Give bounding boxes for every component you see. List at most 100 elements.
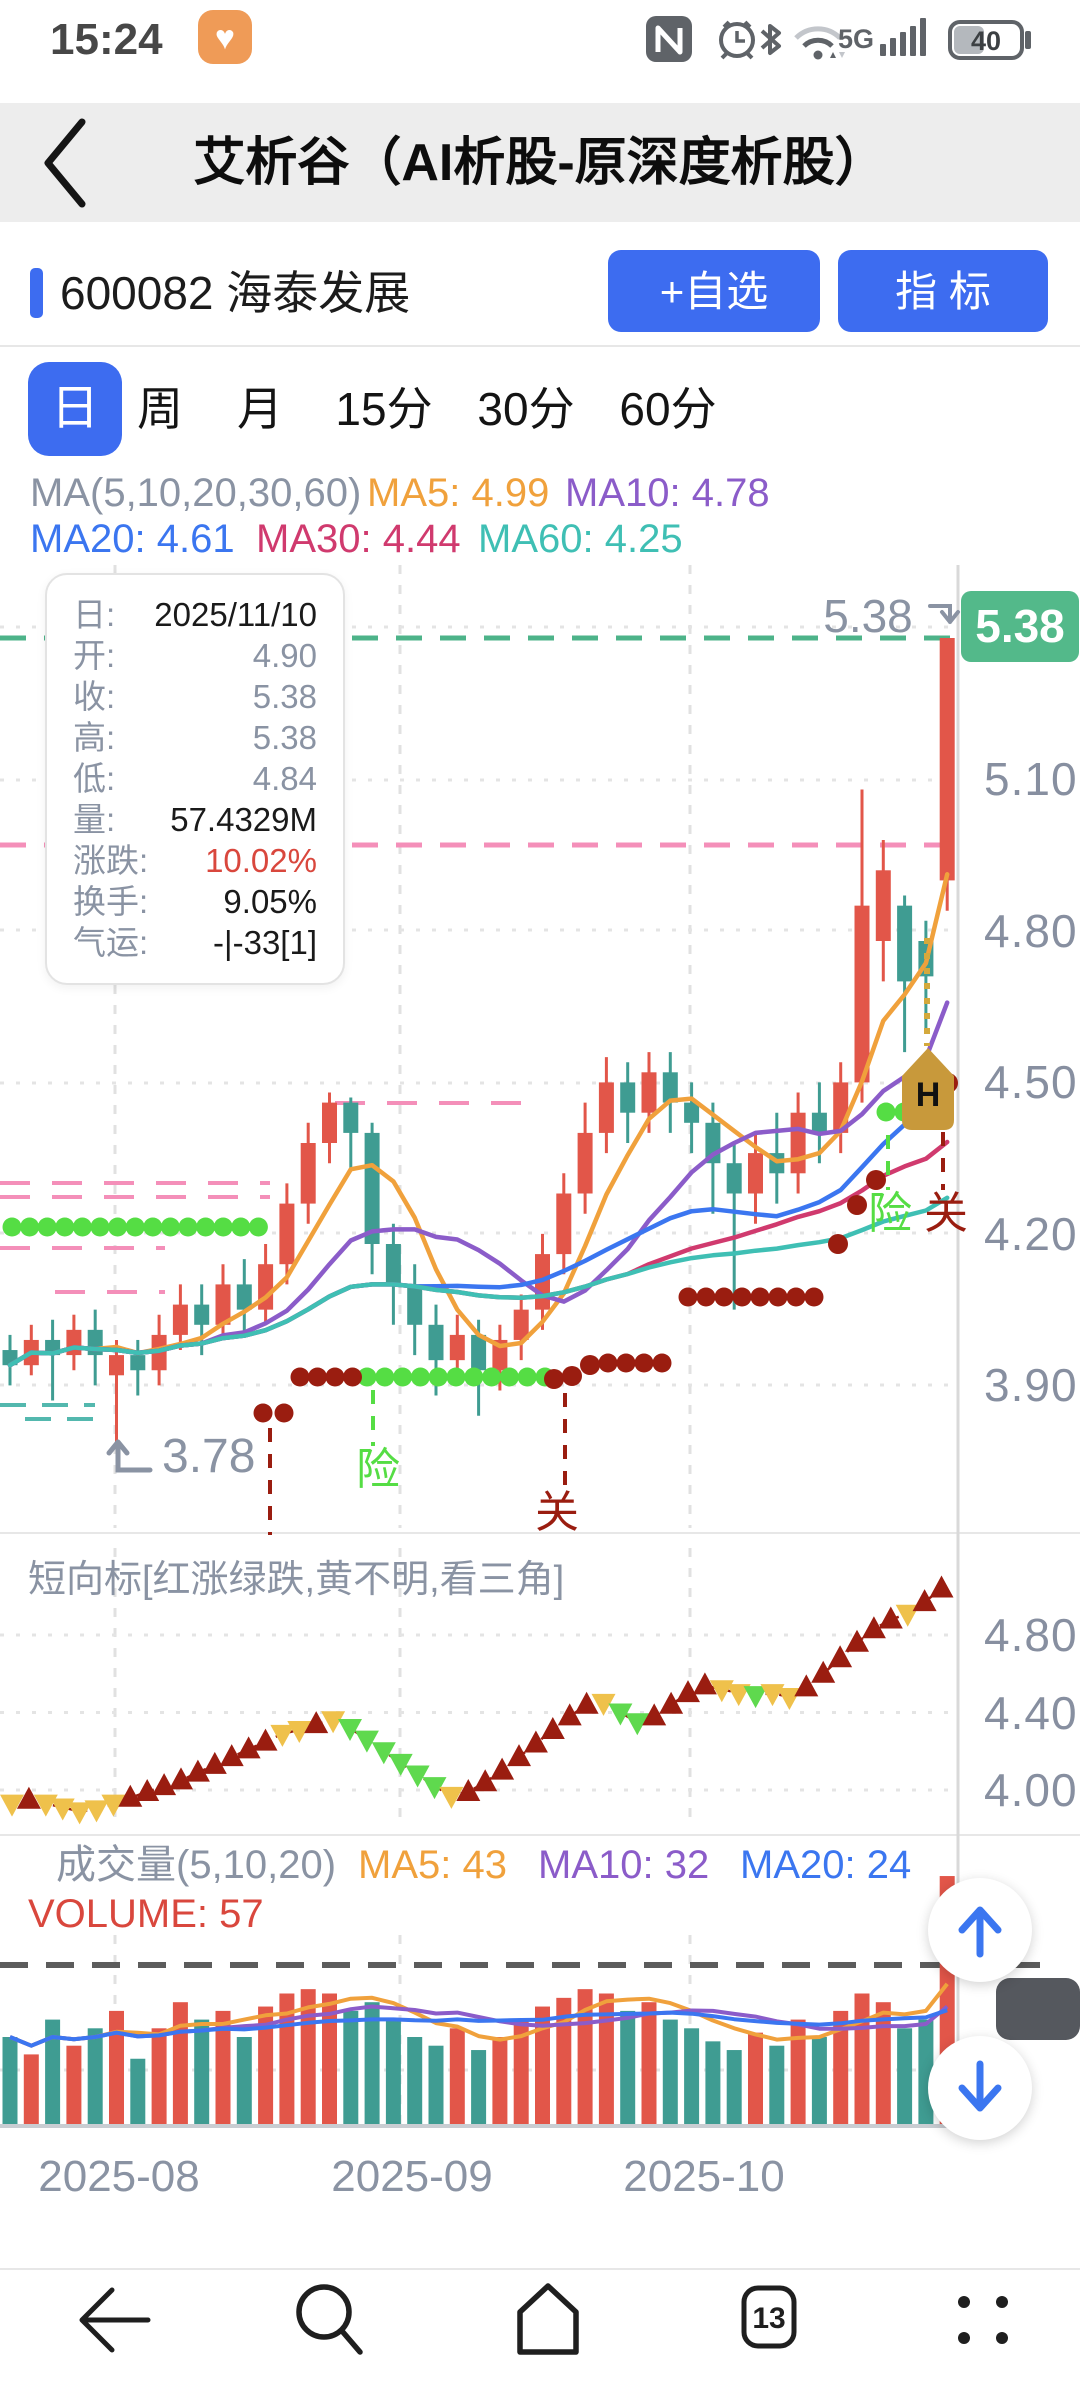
info-label: 开: — [73, 637, 116, 674]
heart-app-icon: ♥ — [198, 10, 252, 64]
arrow-down-icon — [958, 2060, 1002, 2112]
info-row: 量: 57.4329M — [73, 800, 317, 840]
legend-title: MA(5,10,20,30,60) — [30, 471, 362, 515]
x-axis-label: 2025-08 — [38, 2152, 200, 2201]
tab-30分[interactable]: 30分 — [477, 383, 575, 435]
nav-search-icon[interactable] — [296, 2284, 363, 2355]
info-value: -|-33[1] — [213, 924, 317, 961]
legend-item: MA60: 4.25 — [478, 517, 683, 561]
svg-text:3.78: 3.78 — [162, 1430, 255, 1483]
info-value: 4.90 — [252, 637, 317, 674]
status-icons: 5G 40 — [646, 16, 1031, 62]
legend-item: MA10: 4.78 — [565, 471, 770, 515]
tab-15分[interactable]: 15分 — [335, 383, 433, 435]
y-axis-label: 4.00 — [984, 1764, 1078, 1816]
alarm-icon — [719, 20, 755, 60]
bluetooth-icon — [760, 24, 781, 55]
x-axis-label: 2025-10 — [623, 2152, 785, 2201]
y-axis-label: 4.40 — [984, 1686, 1078, 1739]
divider — [0, 345, 1080, 347]
legend-item: MA5: 4.99 — [367, 471, 550, 515]
current-price-badge: 5.38 — [961, 591, 1079, 662]
status-time: 15:24 — [50, 15, 163, 64]
info-label: 气运: — [73, 924, 149, 961]
info-label: 涨跌: — [73, 842, 149, 879]
info-value: 5.38 — [252, 719, 317, 756]
ohlc-tooltip-box: 日: 2025/11/10 开: 4.90 收: 5.38 高: 5.38 低: 4.84 量: 57… — [45, 573, 345, 985]
stock-code-name: 600082 海泰发展 — [60, 267, 411, 319]
info-value: 9.05% — [223, 883, 317, 920]
legend-item: MA30: 4.44 — [256, 517, 461, 561]
nav-bar: 13 — [79, 2283, 1008, 2355]
y-axis-label: 4.80 — [984, 1609, 1078, 1661]
legend-item: MA20: 4.61 — [30, 517, 235, 561]
legend-item: MA20: 24 — [740, 1843, 912, 1887]
info-row: 日: 2025/11/10 — [73, 595, 317, 635]
page-title: 艾析谷（AI析股-原深度析股） — [193, 134, 887, 192]
tab-60分[interactable]: 60分 — [619, 383, 717, 435]
short-indicator-title: 短向标[红涨绿跌,黄不明,看三角] — [28, 1559, 565, 1601]
info-value: 2025/11/10 — [154, 596, 317, 633]
wifi-icon — [794, 26, 845, 60]
x-axis-label: 2025-09 — [331, 2152, 493, 2201]
nav-tabs-icon[interactable]: 13 — [741, 2285, 797, 2349]
info-label: 高: — [73, 719, 116, 756]
y-axis-label: 3.90 — [984, 1359, 1078, 1412]
svg-text:关: 关 — [924, 1189, 968, 1238]
volume-value-label: VOLUME: 57 — [28, 1892, 264, 1936]
ma-legend-row2: MA20: 4.61 MA30: 4.44 MA60: 4.25 — [0, 516, 1080, 562]
battery-level: 40 — [971, 26, 1001, 56]
app-header — [0, 103, 1080, 222]
indicator-button[interactable]: 指 标 — [838, 250, 1048, 332]
add-watchlist-button[interactable]: +自选 — [608, 250, 820, 332]
tab-月[interactable]: 月 — [237, 383, 283, 435]
svg-text:险: 险 — [868, 1189, 912, 1238]
svg-text:5.38: 5.38 — [823, 590, 913, 642]
signal-bars-icon — [880, 18, 926, 56]
info-row: 收: 5.38 — [73, 677, 317, 717]
info-row: 气运: -|-33[1] — [73, 923, 317, 963]
y-axis-label: 5.10 — [984, 753, 1078, 806]
arrow-up-icon — [958, 1906, 1002, 1958]
back-chevron-icon[interactable] — [20, 110, 120, 216]
info-row: 开: 4.90 — [73, 636, 317, 676]
y-axis-label: 4.20 — [984, 1207, 1078, 1260]
info-row: 低: 4.84 — [73, 759, 317, 799]
info-value: 57.4329M — [170, 801, 317, 838]
scroll-down-fab[interactable] — [928, 2036, 1032, 2140]
info-label: 低: — [73, 760, 116, 797]
info-value: 10.02% — [205, 842, 317, 879]
tab-日[interactable]: 日 — [28, 362, 122, 456]
scroll-up-fab[interactable] — [928, 1878, 1032, 1982]
divider — [0, 2268, 1080, 2270]
network-type-label: 5G — [838, 24, 874, 54]
hidden-corner-button[interactable] — [996, 1978, 1080, 2040]
info-label: 日: — [73, 596, 116, 633]
info-label: 收: — [73, 678, 116, 715]
divider — [0, 1834, 1080, 1836]
svg-text:关: 关 — [535, 1488, 579, 1537]
divider — [0, 1532, 1080, 1534]
ma-legend-row1: MA(5,10,20,30,60) MA5: 4.99 MA10: 4.78 — [0, 470, 1080, 516]
info-value: 5.38 — [252, 678, 317, 715]
y-axis-label: 4.80 — [984, 904, 1078, 957]
nav-home-icon[interactable] — [517, 2283, 579, 2355]
legend-item: MA10: 32 — [538, 1843, 710, 1887]
nfc-icon — [646, 16, 692, 62]
y-axis-label: 4.50 — [984, 1056, 1078, 1109]
svg-text:H: H — [916, 1076, 941, 1114]
legend-item: MA5: 43 — [358, 1843, 507, 1887]
info-row: 高: 5.38 — [73, 718, 317, 758]
volume-legend-row: 成交量(5,10,20) MA5: 43 MA10: 32 MA20: 24 — [28, 1842, 1080, 1888]
info-label: 量: — [73, 801, 116, 838]
battery-icon: 40 — [948, 20, 1031, 60]
tab-周[interactable]: 周 — [137, 383, 183, 435]
legend-title: 成交量(5,10,20) — [56, 1843, 337, 1887]
info-value: 4.84 — [252, 760, 317, 797]
svg-text:险: 险 — [356, 1445, 400, 1494]
nav-back-icon[interactable] — [79, 2287, 151, 2353]
info-row: 换手: 9.05% — [73, 882, 317, 922]
nav-menu-icon[interactable] — [958, 2296, 1008, 2344]
info-label: 换手: — [73, 883, 149, 920]
